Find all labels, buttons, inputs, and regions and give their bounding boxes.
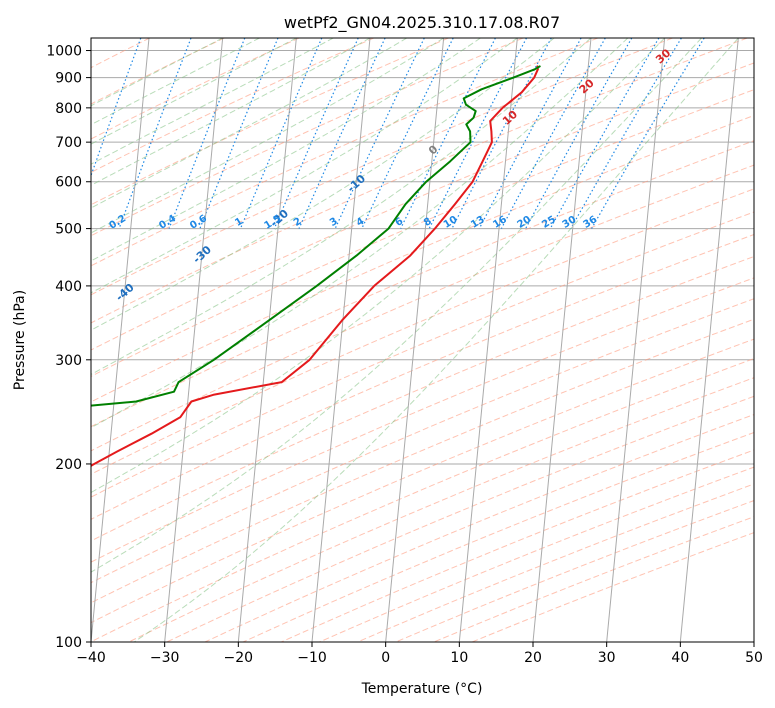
isotherm <box>385 38 445 642</box>
dry-adiabat <box>91 62 754 351</box>
mixing-ratio-line <box>570 38 682 229</box>
y-tick-label: 700 <box>55 135 82 151</box>
y-tick-label: 500 <box>55 222 82 238</box>
moist-adiabat <box>91 38 666 494</box>
dry-adiabat <box>319 466 754 642</box>
y-tick-label: 600 <box>55 175 82 191</box>
y-axis-ticks: 1000 900 800 700 600 500 400 300 200 100 <box>46 44 91 651</box>
y-tick-label: 200 <box>55 457 82 473</box>
mixing-ratio-line <box>361 38 454 229</box>
dry-adiabat <box>91 211 754 498</box>
dry-adiabat <box>91 89 754 377</box>
dry-adiabat <box>91 38 524 237</box>
y-tick-label: 300 <box>55 353 82 369</box>
moist-adiabat <box>91 38 408 209</box>
isotherm <box>91 38 150 642</box>
isotherm <box>311 38 371 642</box>
mixing-ratio-line <box>273 38 359 229</box>
isotherm <box>237 38 297 642</box>
mixing-ratio-label: 6 <box>393 216 405 229</box>
dry-adiabat <box>204 414 754 642</box>
dry-adiabat <box>91 318 754 604</box>
dry-adiabat <box>128 377 754 642</box>
chart-title: wetPf2_GN04.2025.310.17.08.R07 <box>284 13 560 33</box>
moist-adiabat <box>91 38 592 376</box>
dry-adiabat <box>166 395 754 642</box>
dry-adiabat <box>242 431 754 642</box>
dry-adiabat <box>395 500 754 642</box>
moist-adiabat <box>91 38 702 573</box>
mixing-ratio-label: 8 <box>422 216 434 229</box>
mixing-ratio-line <box>91 38 142 178</box>
x-tick-label: 10 <box>450 650 468 666</box>
moist-adiabat <box>91 38 297 145</box>
mixing-ratio-line <box>591 38 705 229</box>
plot-frame <box>90 37 755 643</box>
mixing-ratio-line <box>239 38 323 229</box>
x-axis-ticks: −40 −30 −20 −10 0 10 20 30 40 50 <box>76 642 763 666</box>
mixing-ratio-line <box>500 38 606 229</box>
moist-adiabat <box>91 38 334 165</box>
y-tick-label: 400 <box>55 279 82 295</box>
isotherm <box>458 38 518 642</box>
dewpoint-profile <box>91 65 541 407</box>
mixing-ratio-label: 3 <box>328 216 340 229</box>
dry-adiabat <box>91 233 754 520</box>
x-tick-label: 40 <box>671 650 689 666</box>
y-tick-label: 100 <box>55 635 82 651</box>
dry-adiabat <box>357 483 754 642</box>
moist-adiabat <box>91 38 444 234</box>
isotherm <box>606 38 666 642</box>
dry-adiabat <box>433 516 754 642</box>
x-tick-label: 30 <box>598 650 616 666</box>
dry-adiabat <box>91 38 374 173</box>
mixing-ratio-line <box>298 38 386 229</box>
mixing-ratio-line <box>549 38 660 229</box>
mixing-ratio-label: 2 <box>292 216 304 229</box>
x-tick-label: 20 <box>524 650 542 666</box>
y-tick-label: 900 <box>55 71 82 87</box>
x-tick-label: 0 <box>381 650 390 666</box>
dry-adiabat <box>91 277 754 563</box>
dry-adiabat <box>91 38 673 296</box>
y-axis-label: Pressure (hPa) <box>12 290 28 390</box>
mixing-ratio-line <box>478 38 582 229</box>
temperature-profile <box>91 65 539 468</box>
x-tick-label: −10 <box>297 650 327 666</box>
x-tick-label: −40 <box>76 650 106 666</box>
dry-adiabat <box>91 114 754 403</box>
isotherm <box>164 38 224 642</box>
x-tick-label: 50 <box>745 650 763 666</box>
y-tick-label: 1000 <box>46 44 82 60</box>
dry-adiabat <box>91 298 754 584</box>
isotherm <box>679 38 739 642</box>
x-axis-label: Temperature (°C) <box>361 681 483 697</box>
mixing-ratio-label: 1 <box>233 216 245 229</box>
x-tick-label: −20 <box>224 650 254 666</box>
mixing-ratio-line <box>525 38 633 229</box>
dry-adiabat <box>91 140 754 428</box>
moist-adiabats <box>91 38 739 642</box>
y-tick-label: 800 <box>55 101 82 117</box>
moist-adiabat <box>91 38 629 429</box>
dry-adiabat <box>91 38 449 206</box>
sounding-series <box>91 65 541 468</box>
dry-adiabat <box>91 255 754 542</box>
dry-adiabat <box>91 338 754 624</box>
x-tick-label: −30 <box>150 650 180 666</box>
mixing-ratio-label: 4 <box>355 216 367 229</box>
isotherm <box>532 38 592 642</box>
isotherms <box>91 38 754 642</box>
pressure-gridlines <box>91 50 754 642</box>
moist-adiabat <box>91 38 481 262</box>
